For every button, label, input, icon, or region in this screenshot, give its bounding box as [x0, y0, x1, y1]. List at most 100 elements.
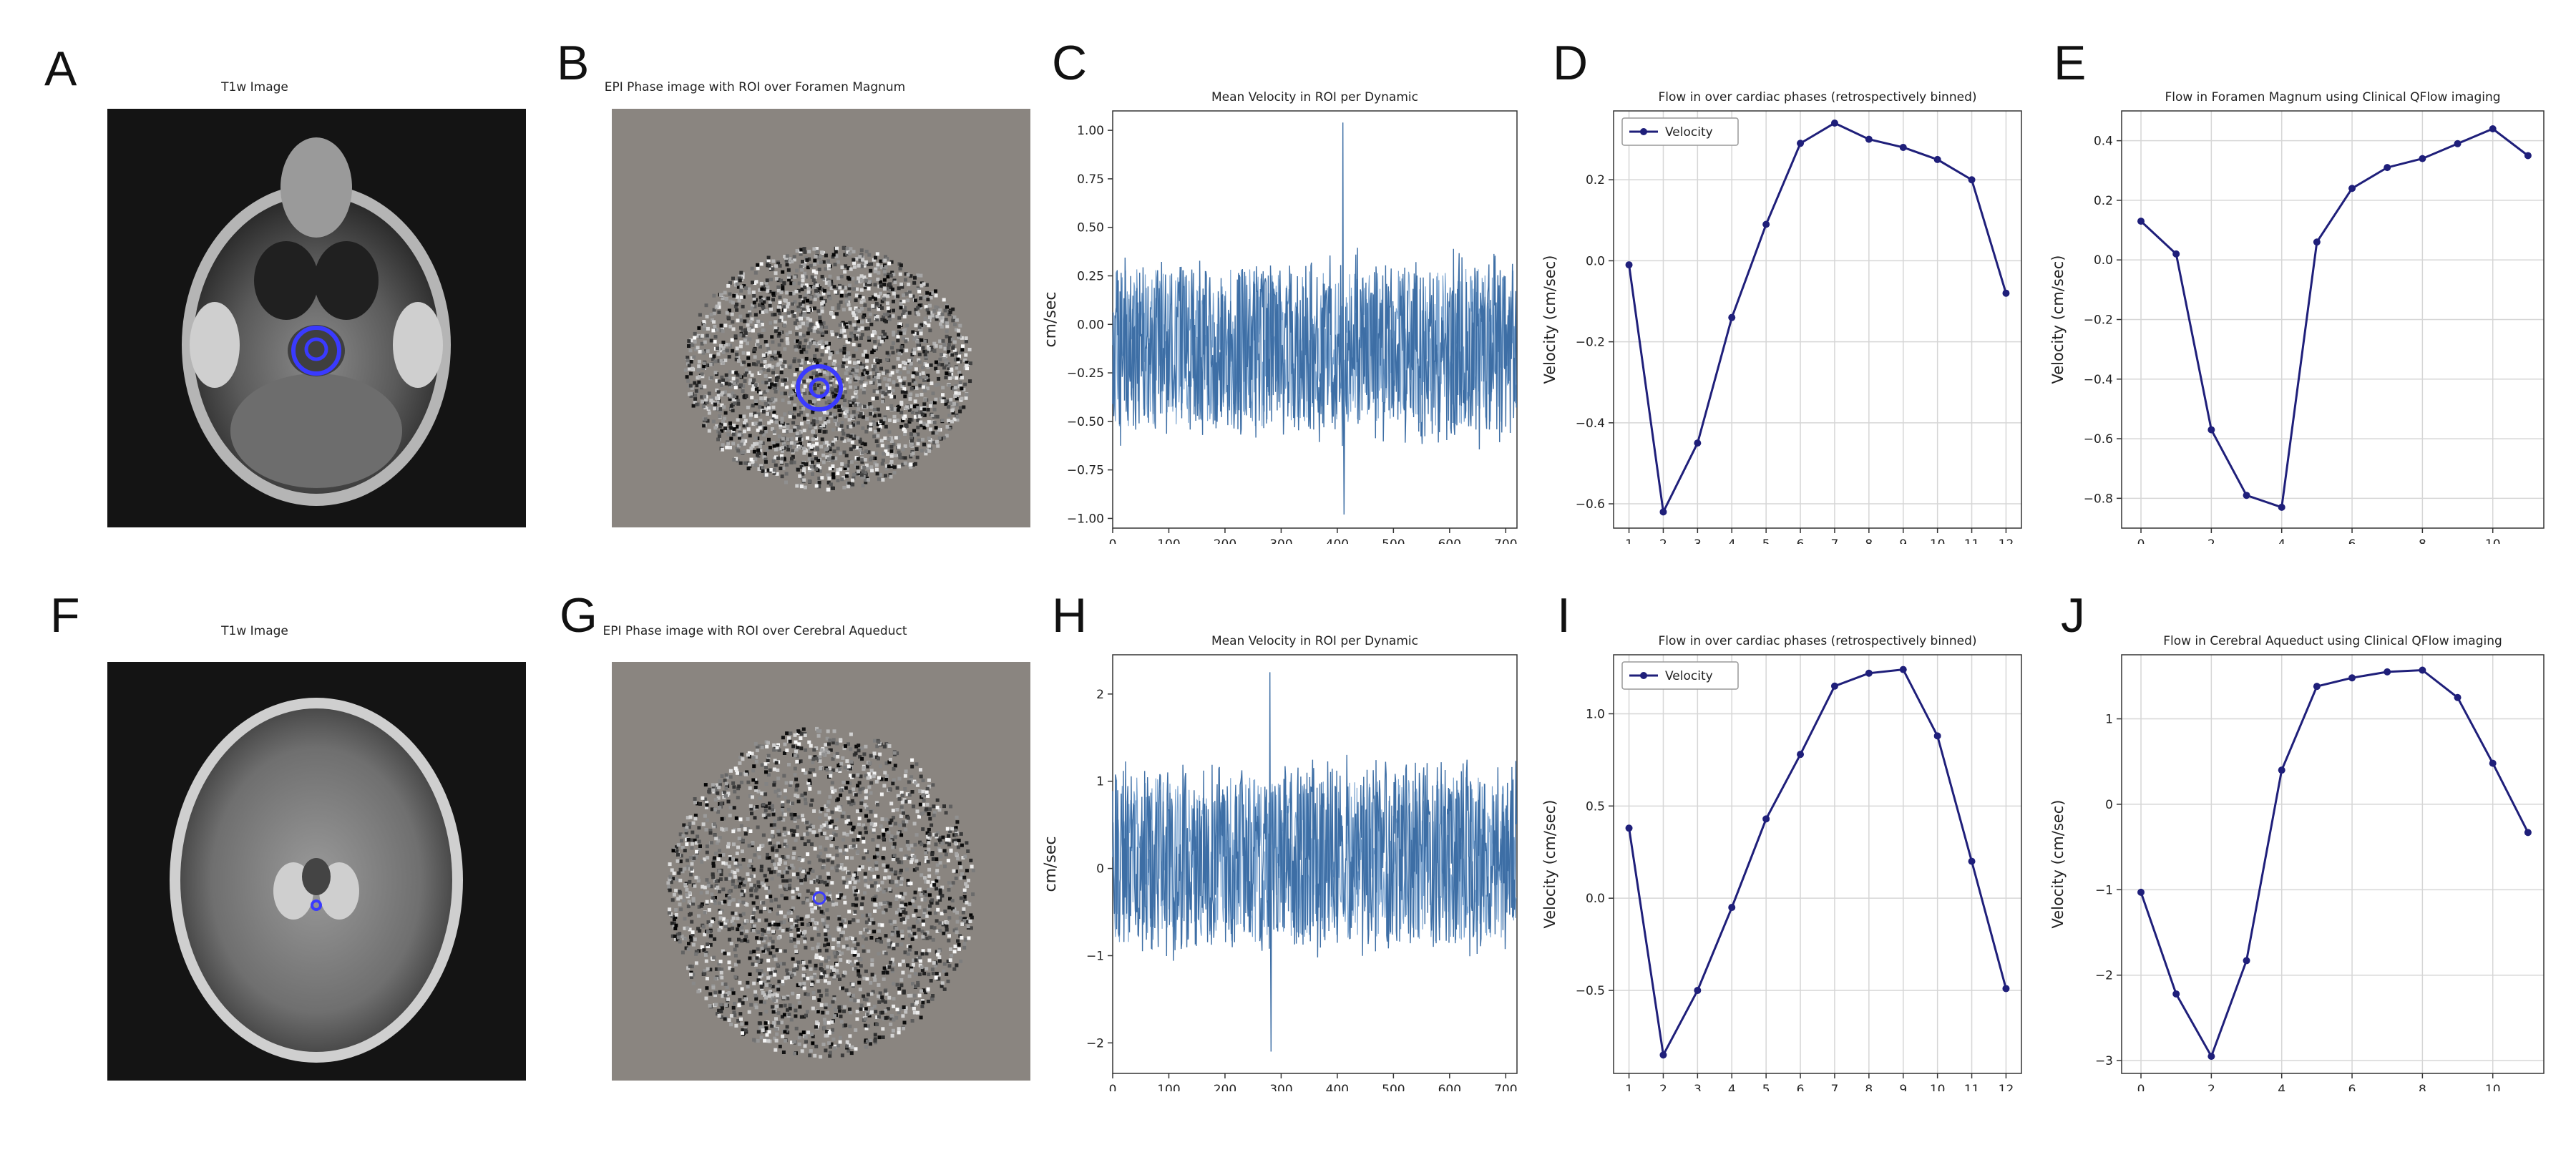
- chart-i: Flow in over cardiac phases (retrospecti…: [1541, 634, 2022, 1091]
- y-tick-label: 0.2: [1586, 173, 1605, 187]
- plot-frame: [1112, 110, 1518, 529]
- x-tick-label: 2: [1659, 537, 1667, 544]
- y-axis-label: cm/sec: [1042, 836, 1060, 892]
- data-point: [1659, 508, 1667, 516]
- chart-title: Flow in Cerebral Aqueduct using Clinical…: [2163, 634, 2502, 648]
- x-tick-label: 6: [2348, 1083, 2356, 1091]
- chart-c: Mean Velocity in ROI per Dynamic 0 100 200 3…: [1042, 90, 1518, 544]
- plot-frame: [1613, 110, 2022, 529]
- y-tick-label: 0.50: [1077, 221, 1104, 235]
- y-axis-label: cm/sec: [1042, 291, 1060, 347]
- data-point: [2524, 829, 2532, 837]
- x-tick-label: 4: [1728, 537, 1736, 544]
- velocity-series: [1112, 672, 1517, 1052]
- y-tick-label: 0.00: [1077, 318, 1104, 332]
- chart-title: Mean Velocity in ROI per Dynamic: [1211, 634, 1418, 648]
- data-point: [2172, 250, 2180, 258]
- panel-f-title: T1w Image: [221, 624, 288, 638]
- y-tick-label: 0.0: [1586, 892, 1605, 906]
- x-tick-label: 9: [1899, 1083, 1907, 1091]
- data-point: [1728, 313, 1736, 321]
- y-tick-label: −0.2: [2084, 313, 2113, 328]
- data-point: [2489, 759, 2497, 767]
- x-tick-label: 12: [1999, 537, 2014, 544]
- roi-dot-aqueduct: [311, 900, 322, 911]
- data-point: [1933, 155, 1941, 163]
- x-tick-label: 100: [1157, 1083, 1180, 1091]
- y-tick-label: 0.0: [2094, 253, 2113, 268]
- y-tick-label: −0.75: [1067, 464, 1104, 478]
- panel-letter-h: H: [1052, 588, 1088, 643]
- y-axis-label: Velocity (cm/sec): [2049, 800, 2067, 929]
- velocity-series: [1112, 122, 1517, 515]
- x-tick-label: 700: [1494, 1083, 1517, 1091]
- y-tick-label: −0.50: [1067, 415, 1104, 429]
- data-point: [1899, 143, 1907, 151]
- data-point: [1968, 176, 1976, 184]
- data-point: [1762, 815, 1770, 823]
- x-tick-label: 8: [1865, 1083, 1873, 1091]
- x-tick-label: 8: [1865, 537, 1873, 544]
- y-tick-label: 0.25: [1077, 269, 1104, 283]
- x-tick-label: 100: [1157, 537, 1180, 544]
- legend-label: Velocity: [1665, 125, 1713, 140]
- data-point: [2313, 238, 2321, 246]
- legend-marker: [1640, 128, 1647, 135]
- data-point: [2207, 426, 2215, 434]
- panel-letter-j: J: [2061, 588, 2085, 643]
- data-point: [1625, 824, 1633, 832]
- x-tick-label: 2: [1659, 1083, 1667, 1091]
- panel-letter-a: A: [44, 42, 77, 96]
- data-point: [1830, 682, 1838, 690]
- panel-g-title: EPI Phase image with ROI over Cerebral A…: [602, 624, 907, 638]
- x-tick-label: 1: [1625, 537, 1633, 544]
- x-tick-label: 0: [1109, 1083, 1117, 1091]
- x-tick-label: 300: [1269, 537, 1292, 544]
- x-tick-label: 5: [1762, 1083, 1770, 1091]
- legend-label: Velocity: [1665, 669, 1713, 683]
- chart-h: Mean Velocity in ROI per Dynamic 0 100 200 3…: [1042, 634, 1518, 1091]
- chart-e: Flow in Foramen Magnum using Clinical QF…: [2049, 90, 2545, 544]
- panel-letter-f: F: [50, 588, 80, 643]
- t1w-image-aqueduct: [107, 662, 526, 1081]
- velocity-line: [1628, 122, 2007, 516]
- data-point: [2489, 125, 2497, 132]
- x-tick-label: 6: [2348, 537, 2356, 544]
- data-point: [2313, 683, 2321, 691]
- x-tick-label: 5: [1762, 537, 1770, 544]
- x-tick-label: 4: [2278, 1083, 2285, 1091]
- phase-noise: [666, 726, 975, 1059]
- x-tick-label: 3: [1694, 1083, 1702, 1091]
- x-tick-label: 500: [1382, 1083, 1405, 1091]
- x-tick-label: 10: [1930, 537, 1946, 544]
- x-tick-label: 400: [1326, 537, 1349, 544]
- data-point: [2454, 140, 2462, 147]
- t1w-image-foramen: [107, 109, 526, 527]
- data-point: [1797, 140, 1805, 147]
- panel-letter-b: B: [557, 36, 590, 90]
- x-tick-label: 500: [1382, 537, 1405, 544]
- plot-frame: [1613, 654, 2022, 1074]
- phase-noise: [683, 245, 972, 492]
- roi-circle-foramen: [291, 326, 341, 376]
- chart-title: Mean Velocity in ROI per Dynamic: [1211, 90, 1418, 104]
- chart-d: Flow in over cardiac phases (retrospecti…: [1541, 90, 2022, 544]
- y-tick-label: 1.0: [1586, 707, 1605, 721]
- x-tick-label: 9: [1899, 537, 1907, 544]
- data-point: [1694, 987, 1702, 995]
- chart-j: Flow in Cerebral Aqueduct using Clinical…: [2049, 634, 2545, 1091]
- data-point: [2348, 674, 2356, 682]
- legend-marker: [1640, 672, 1647, 679]
- data-point: [2524, 152, 2532, 160]
- x-tick-label: 10: [2485, 537, 2501, 544]
- data-point: [2384, 668, 2391, 676]
- x-tick-label: 7: [1831, 1083, 1839, 1091]
- x-tick-label: 2: [2207, 537, 2215, 544]
- y-tick-label: 0: [2105, 798, 2113, 812]
- panel-letter-i: I: [1557, 588, 1571, 643]
- y-tick-label: −0.8: [2084, 492, 2113, 506]
- y-tick-label: −3: [2095, 1054, 2113, 1068]
- data-point: [2207, 1053, 2215, 1061]
- data-point: [2002, 289, 2010, 297]
- y-axis-label: Velocity (cm/sec): [1541, 800, 1558, 929]
